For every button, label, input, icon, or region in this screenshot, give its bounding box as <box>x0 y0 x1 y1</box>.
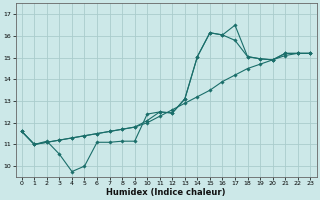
X-axis label: Humidex (Indice chaleur): Humidex (Indice chaleur) <box>106 188 226 197</box>
